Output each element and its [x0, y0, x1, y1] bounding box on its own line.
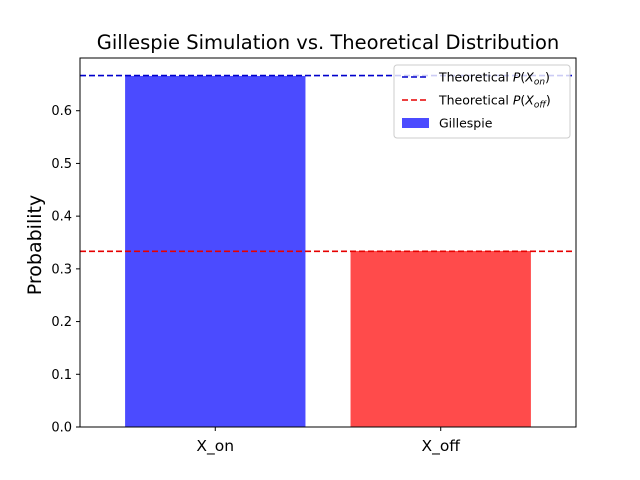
- legend-label: Gillespie: [439, 116, 493, 131]
- legend-label: Theoretical P(Xon): [438, 70, 550, 88]
- y-axis-label: Probability: [24, 195, 46, 295]
- y-tick-label: 0.6: [51, 104, 72, 119]
- x-tick-label: X_off: [421, 437, 460, 456]
- bars: [125, 75, 531, 428]
- y-tick-label: 0.3: [51, 262, 72, 277]
- x-axis: X_on X_off: [196, 427, 460, 456]
- y-tick-label: 0.4: [51, 210, 72, 225]
- legend-box: [393, 64, 571, 139]
- legend-patch-swatch: [402, 118, 429, 128]
- y-axis: 0.0 0.1 0.2 0.3 0.4 0.5 0.6: [51, 104, 80, 436]
- y-tick-label: 0.1: [51, 368, 72, 383]
- y-tick-label: 0.2: [51, 315, 72, 330]
- y-tick-label: 0.5: [51, 157, 72, 172]
- plot-frame: [79, 57, 577, 428]
- y-tick-label: 0.0: [51, 421, 72, 436]
- legend-label: Theoretical P(Xoff): [438, 93, 551, 111]
- x-tick-label: X_on: [196, 437, 234, 456]
- legend: Theoretical P(Xon) Theoretical P(Xoff) Gil…: [393, 64, 571, 139]
- bar-x-off: [350, 250, 531, 427]
- reference-lines: [80, 74, 574, 253]
- chart-title: Gillespie Simulation vs. Theoretical Dis…: [97, 31, 560, 54]
